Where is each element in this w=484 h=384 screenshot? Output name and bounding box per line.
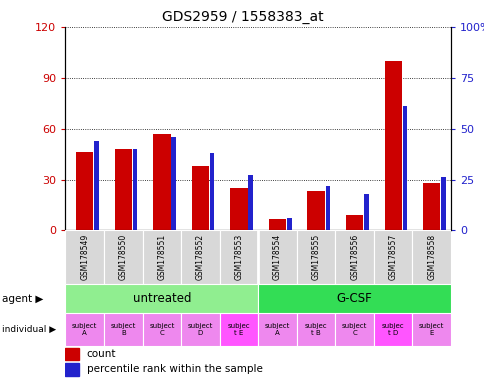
Bar: [142, 230, 181, 284]
Bar: [104, 230, 142, 284]
Bar: [325, 185, 330, 230]
Bar: [65, 348, 79, 360]
Bar: [181, 313, 219, 346]
Text: agent ▶: agent ▶: [2, 293, 44, 304]
Bar: [65, 230, 104, 284]
Text: untreated: untreated: [132, 292, 191, 305]
Bar: [133, 149, 137, 230]
Text: subject
A: subject A: [264, 323, 289, 336]
Bar: [104, 313, 142, 346]
Bar: [153, 134, 170, 230]
Bar: [248, 175, 253, 230]
Text: subject
B: subject B: [110, 323, 136, 336]
Text: individual ▶: individual ▶: [2, 325, 57, 334]
Text: subjec
t D: subjec t D: [381, 323, 404, 336]
Bar: [363, 194, 368, 230]
Bar: [94, 141, 99, 230]
Text: GSM178549: GSM178549: [80, 234, 89, 280]
Text: count: count: [87, 349, 116, 359]
Bar: [230, 188, 247, 230]
Bar: [65, 284, 257, 313]
Bar: [257, 313, 296, 346]
Text: GSM178551: GSM178551: [157, 234, 166, 280]
Bar: [171, 137, 176, 230]
Text: GSM178550: GSM178550: [119, 234, 128, 280]
Text: GSM178555: GSM178555: [311, 234, 320, 280]
Text: G-CSF: G-CSF: [336, 292, 372, 305]
Bar: [384, 61, 401, 230]
Bar: [65, 313, 104, 346]
Text: subject
C: subject C: [149, 323, 174, 336]
Text: percentile rank within the sample: percentile rank within the sample: [87, 364, 262, 374]
Bar: [268, 218, 286, 230]
Text: GDS2959 / 1558383_at: GDS2959 / 1558383_at: [161, 10, 323, 23]
Text: GSM178554: GSM178554: [272, 234, 282, 280]
Bar: [191, 166, 209, 230]
Bar: [373, 313, 411, 346]
Bar: [114, 149, 132, 230]
Text: GSM178556: GSM178556: [349, 234, 359, 280]
Bar: [307, 191, 324, 230]
Bar: [219, 230, 257, 284]
Text: subjec
t E: subjec t E: [227, 323, 250, 336]
Text: GSM178553: GSM178553: [234, 234, 243, 280]
Bar: [65, 363, 79, 376]
Bar: [411, 230, 450, 284]
Bar: [219, 313, 257, 346]
Bar: [181, 230, 219, 284]
Text: subjec
t B: subjec t B: [304, 323, 327, 336]
Bar: [422, 183, 439, 230]
Bar: [257, 230, 296, 284]
Bar: [411, 313, 450, 346]
Bar: [287, 218, 291, 230]
Bar: [76, 152, 93, 230]
Text: subject
D: subject D: [187, 323, 212, 336]
Bar: [296, 230, 335, 284]
Bar: [334, 313, 373, 346]
Text: GSM178552: GSM178552: [196, 234, 205, 280]
Bar: [345, 215, 363, 230]
Text: subject
E: subject E: [418, 323, 443, 336]
Bar: [257, 284, 450, 313]
Bar: [210, 153, 214, 230]
Bar: [373, 230, 411, 284]
Bar: [334, 230, 373, 284]
Bar: [440, 177, 445, 230]
Text: subject
C: subject C: [341, 323, 366, 336]
Bar: [142, 313, 181, 346]
Bar: [296, 313, 335, 346]
Text: GSM178557: GSM178557: [388, 234, 397, 280]
Text: subject
A: subject A: [72, 323, 97, 336]
Bar: [402, 106, 407, 230]
Text: GSM178558: GSM178558: [426, 234, 436, 280]
